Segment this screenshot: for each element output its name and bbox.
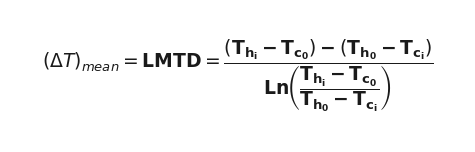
Text: $(\Delta T)_{mean} = \mathbf{LMTD} = \dfrac{\mathbf{\left(T_{h_i} - T_{c_0}\righ: $(\Delta T)_{mean} = \mathbf{LMTD} = \df… <box>42 38 433 114</box>
